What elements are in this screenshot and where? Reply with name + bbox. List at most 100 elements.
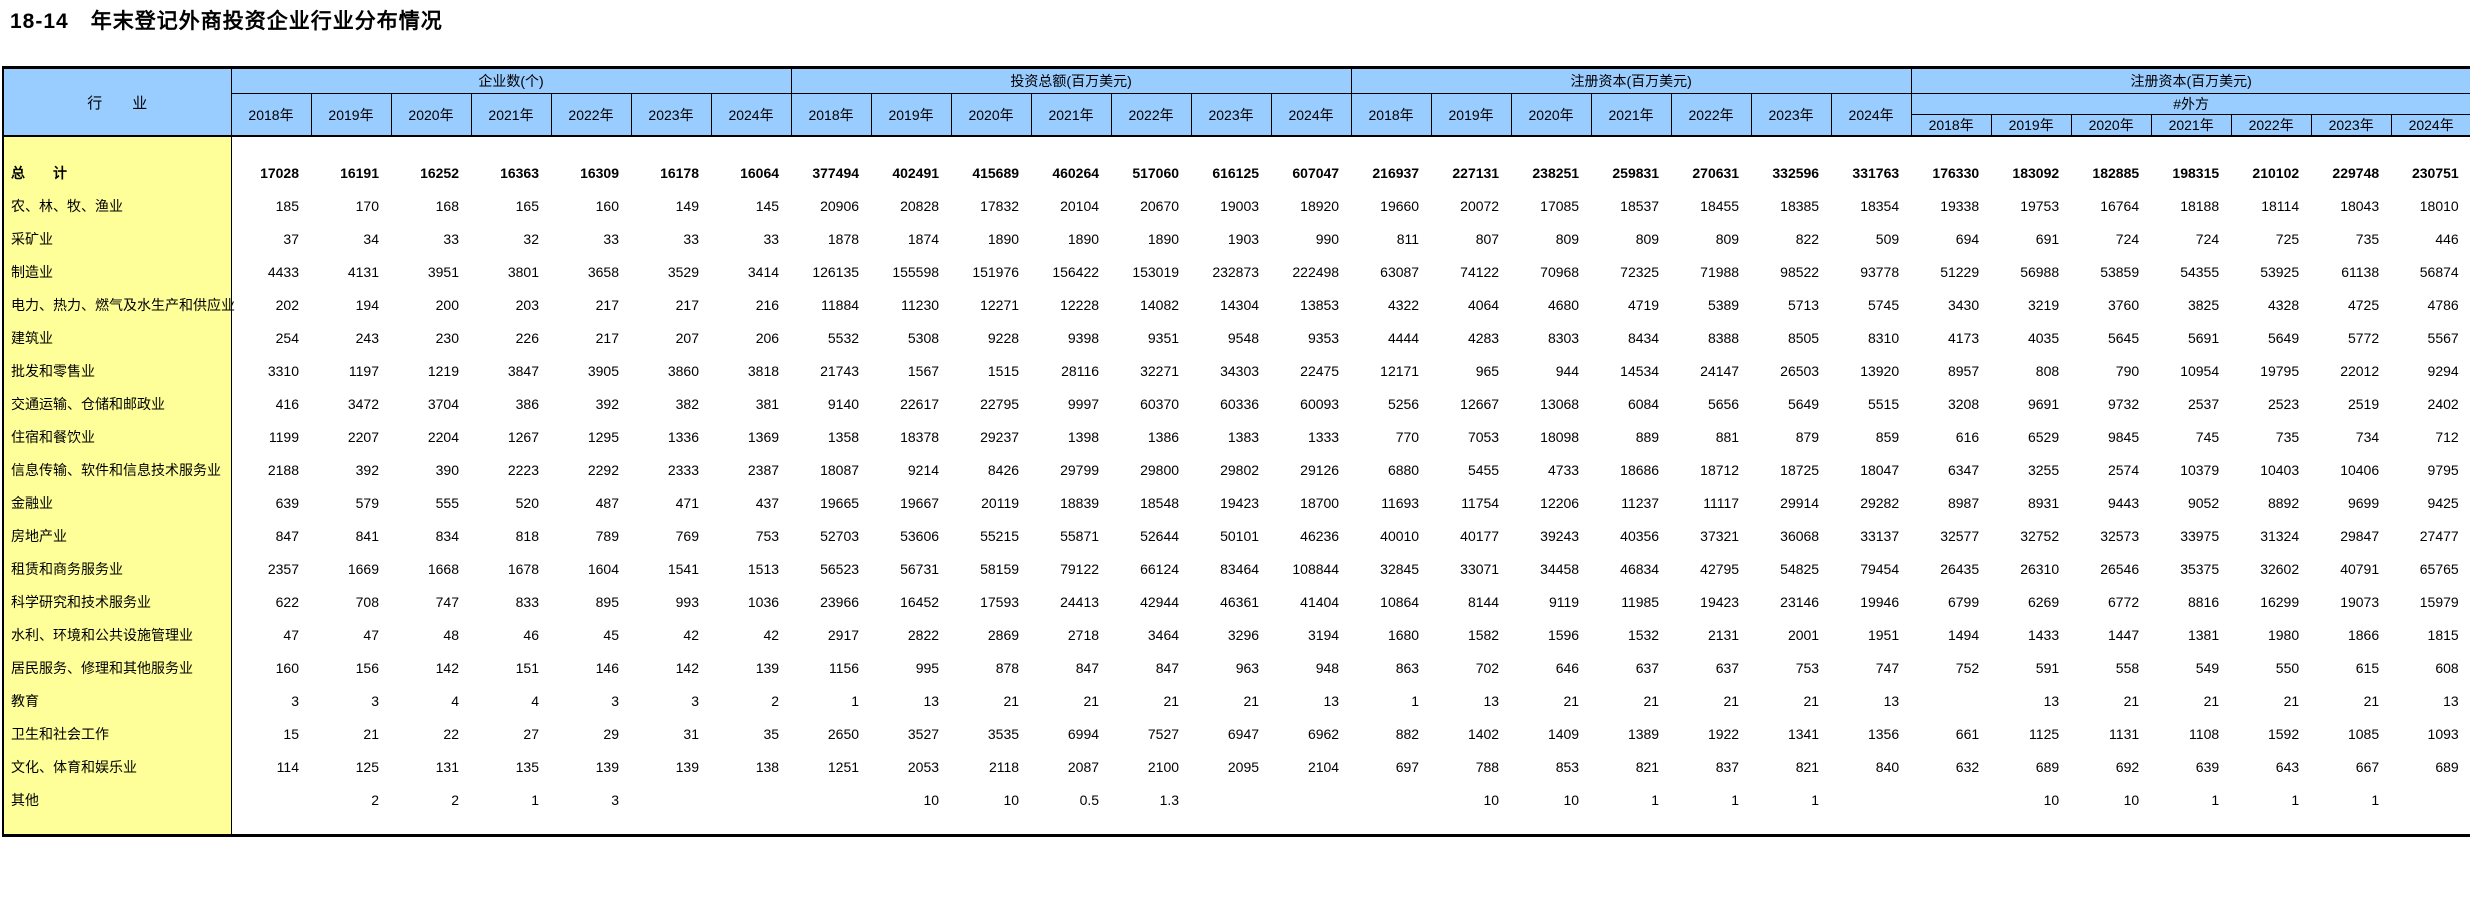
data-cell: 34303: [1220, 362, 1260, 379]
data-cell: [2391, 783, 2470, 816]
data-cell: 20828: [900, 197, 940, 214]
data-cell: 22475: [1300, 362, 1340, 379]
data-cell: 216937: [1372, 164, 1420, 181]
year-header: 2020年: [2070, 114, 2152, 137]
data-cell: 155598: [892, 263, 940, 280]
data-cell: 149: [675, 197, 699, 214]
data-cell: 0.5: [1079, 791, 1100, 808]
data-cell: 10: [2043, 791, 2060, 808]
data-cell: 10: [2123, 791, 2140, 808]
data-cell: 1604: [587, 560, 619, 577]
year-header: 2019年: [1990, 114, 2072, 137]
spacer-row: [3, 816, 2470, 835]
data-cell: 12206: [1540, 494, 1580, 511]
data-cell: 19423: [1700, 593, 1740, 610]
data-cell: 1447: [2107, 626, 2140, 643]
data-cell: 29: [603, 725, 619, 742]
industry-column-header: 行 业: [2, 67, 232, 137]
data-cell: 9548: [1227, 329, 1260, 346]
data-cell: 217: [595, 296, 619, 313]
data-cell: 1356: [1867, 725, 1900, 742]
data-cell: 46: [523, 626, 539, 643]
data-cell: 1541: [667, 560, 699, 577]
data-cell: 21: [1083, 692, 1100, 709]
data-cell: 822: [1795, 230, 1820, 247]
data-cell: 156: [355, 659, 379, 676]
data-cell: 46236: [1300, 527, 1340, 544]
row-label: 农、林、牧、渔业: [3, 189, 232, 222]
table-row: 交通运输、仓储和邮政业 416 3472 3704 386 392 382 381 9140 22…: [3, 387, 2470, 420]
data-cell: 72325: [1620, 263, 1660, 280]
data-cell: 4433: [267, 263, 299, 280]
data-cell: 230: [435, 329, 459, 346]
year-header: 2019年: [870, 93, 952, 137]
data-cell: 5308: [907, 329, 940, 346]
table-row: 科学研究和技术服务业 622 708 747 833 895 993 1036 23966 164…: [3, 585, 2470, 618]
data-cell: 13: [1483, 692, 1500, 709]
data-cell: 16191: [340, 164, 379, 181]
data-cell: 21: [1003, 692, 1020, 709]
data-cell: 1402: [1467, 725, 1500, 742]
data-cell: 1389: [1627, 725, 1660, 742]
data-cell: 254: [275, 329, 299, 346]
data-cell: 47: [363, 626, 379, 643]
row-label: 科学研究和技术服务业: [3, 585, 232, 618]
table-row: 金融业 639 579 555 520 487 471 437 19665 19667 20119 1…: [3, 486, 2470, 519]
data-cell: 17085: [1540, 197, 1580, 214]
data-cell: 16309: [580, 164, 619, 181]
data-cell: 3255: [2027, 461, 2060, 478]
data-cell: 807: [1475, 230, 1500, 247]
data-cell: 229748: [2332, 164, 2380, 181]
year-header: 2021年: [1590, 93, 1672, 137]
data-cell: 31: [683, 725, 699, 742]
row-label-spacer: [3, 816, 232, 835]
data-cell: 752: [1955, 659, 1980, 676]
data-cell: 185: [275, 197, 299, 214]
data-cell: 661: [1955, 725, 1980, 742]
data-cell: 18114: [2261, 197, 2300, 214]
data-cell: 45: [603, 626, 619, 643]
data-cell: 47: [283, 626, 299, 643]
data-cell: 50101: [1220, 527, 1260, 544]
data-cell: 21: [363, 725, 379, 742]
data-cell: 1: [531, 791, 539, 808]
data-cell: 27: [523, 725, 539, 742]
data-cell: 2292: [587, 461, 619, 478]
data-cell: 14534: [1620, 362, 1660, 379]
data-cell: [711, 783, 791, 816]
data-cell: 847: [275, 527, 299, 544]
data-cell: 3: [371, 692, 379, 709]
data-cell: 36068: [1780, 527, 1820, 544]
group-header: 投资总额(百万美元): [790, 67, 1352, 94]
data-cell: 160: [275, 659, 299, 676]
data-cell: 227131: [1452, 164, 1500, 181]
data-cell: 2718: [1067, 626, 1100, 643]
table-row: 采矿业 37 34 33 32 33 33 33 1878 1874 1890 1890 1890 190…: [3, 222, 2470, 255]
data-cell: 1433: [2027, 626, 2060, 643]
data-cell: 20119: [981, 494, 1020, 511]
data-cell: 270631: [1692, 164, 1740, 181]
data-cell: 32602: [2260, 560, 2300, 577]
data-cell: 48: [443, 626, 459, 643]
data-cell: 1815: [2427, 626, 2459, 643]
year-header: 2019年: [310, 93, 392, 137]
data-cell: 19338: [1940, 197, 1980, 214]
data-cell: 22: [443, 725, 459, 742]
data-cell: 21: [2283, 692, 2300, 709]
data-cell: 131: [435, 758, 459, 775]
year-header: 2020年: [390, 93, 472, 137]
data-cell: 1093: [2427, 725, 2459, 742]
data-cell: [791, 783, 871, 816]
data-cell: 3310: [267, 362, 299, 379]
data-cell: 194: [355, 296, 379, 313]
data-cell: 520: [515, 494, 539, 511]
data-cell: 5745: [1867, 296, 1900, 313]
data-cell: 53606: [900, 527, 940, 544]
data-cell: 622: [275, 593, 299, 610]
data-cell: 735: [2275, 428, 2300, 445]
data-cell: 51229: [1940, 263, 1980, 280]
data-cell: 745: [2195, 428, 2220, 445]
data-cell: 29914: [1780, 494, 1820, 511]
data-cell: 2: [371, 791, 379, 808]
data-cell: [1911, 783, 1991, 816]
